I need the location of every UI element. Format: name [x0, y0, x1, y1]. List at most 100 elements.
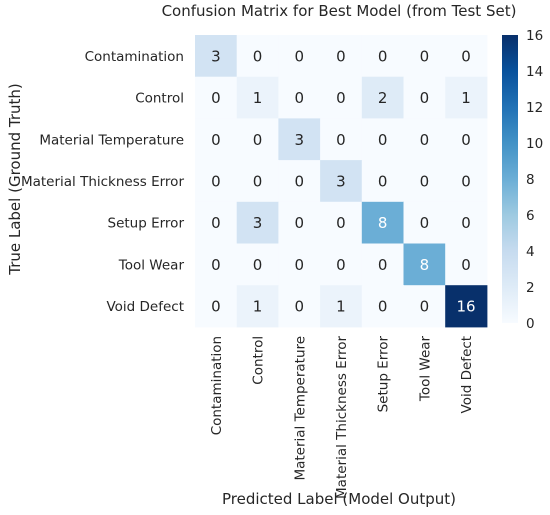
colorbar-tick-label: 0: [526, 316, 535, 332]
heatmap-cell: [403, 160, 446, 203]
heatmap-cell: [195, 285, 238, 328]
colorbar-tick-label: 4: [526, 244, 535, 260]
cell-value-label: 0: [336, 214, 346, 232]
cell-value-label: 0: [378, 131, 388, 149]
cell-value-label: 0: [420, 89, 430, 107]
colorbar-tick-label: 2: [526, 280, 535, 296]
colorbar-tick-label: 6: [526, 208, 535, 224]
heatmap-cell: [195, 118, 238, 161]
cell-value-label: 0: [461, 214, 471, 232]
heatmap-cell: [361, 160, 404, 203]
cell-value-label: 0: [211, 89, 221, 107]
heatmap-cell: [195, 35, 238, 78]
cell-value-label: 0: [336, 89, 346, 107]
cell-value-label: 0: [461, 47, 471, 65]
heatmap-cell: [361, 35, 404, 78]
cell-value-label: 0: [378, 256, 388, 274]
heatmap-cell: [445, 160, 488, 203]
colorbar-tick-label: 10: [526, 136, 543, 152]
heatmap-cell: [403, 76, 446, 119]
heatmap-cell: [361, 76, 404, 119]
heatmap-cell: [320, 118, 363, 161]
row-tick-label: Material Thickness Error: [21, 174, 185, 190]
cell-value-label: 0: [211, 256, 221, 274]
column-tick-label: Control: [251, 336, 267, 385]
heatmap-cell: [278, 201, 321, 244]
heatmap-cell: [236, 243, 279, 286]
colorbar-gradient: [502, 35, 518, 323]
heatmap-cell: [195, 76, 238, 119]
cell-value-label: 1: [253, 298, 263, 316]
cell-value-label: 1: [253, 89, 263, 107]
row-tick-label: Control: [135, 91, 184, 107]
x-axis-label: Predicted Label (Model Output): [222, 490, 456, 508]
column-tick-label: Material Thickness Error: [334, 335, 350, 499]
colorbar-tick-label: 8: [526, 172, 535, 188]
cell-value-label: 2: [378, 89, 388, 107]
column-tick-label: Tool Wear: [417, 335, 433, 402]
cell-value-label: 0: [378, 172, 388, 190]
row-tick-label: Tool Wear: [118, 257, 185, 273]
heatmap-cell: [278, 160, 321, 203]
cell-value-label: 0: [420, 47, 430, 65]
heatmap-cell: [278, 285, 321, 328]
heatmap-cell: [445, 76, 488, 119]
heatmap-cell: [320, 243, 363, 286]
heatmap-cell: [195, 201, 238, 244]
heatmap-cell: [236, 118, 279, 161]
heatmap-cell: [361, 118, 404, 161]
cell-value-label: 3: [336, 172, 346, 190]
colorbar: 0 2 4 6 8 10 12 14 16: [502, 28, 543, 332]
row-tick-label: Material Temperature: [39, 132, 184, 148]
cell-value-label: 3: [211, 47, 221, 65]
column-labels: Contamination Control Material Temperature…: [209, 335, 475, 499]
column-tick-label: Contamination: [209, 336, 225, 435]
heatmap-cell: [320, 76, 363, 119]
cell-value-label: 0: [461, 172, 471, 190]
heatmap-cell: [445, 285, 488, 328]
cell-value-label: 3: [253, 214, 263, 232]
cell-value-label: 0: [420, 172, 430, 190]
cell-value-label: 0: [211, 214, 221, 232]
row-tick-label: Contamination: [85, 49, 184, 65]
heatmap-cell: [361, 243, 404, 286]
row-tick-label: Void Defect: [106, 299, 184, 315]
heatmap-cell: [320, 35, 363, 78]
cell-value-label: 0: [378, 47, 388, 65]
cell-value-label: 0: [336, 47, 346, 65]
cell-value-label: 0: [378, 298, 388, 316]
chart-title: Confusion Matrix for Best Model (from Te…: [162, 2, 517, 20]
heatmap-cell: [236, 160, 279, 203]
cell-value-label: 0: [294, 172, 304, 190]
heatmap-cell: [236, 35, 279, 78]
heatmap-cell: [236, 285, 279, 328]
heatmap-cell: [278, 35, 321, 78]
cell-value-label: 0: [211, 131, 221, 149]
heatmap-cell: [278, 118, 321, 161]
cell-value-label: 0: [336, 131, 346, 149]
cell-value-label: 1: [461, 89, 471, 107]
heatmap-cell: [320, 201, 363, 244]
colorbar-tick-label: 12: [526, 100, 543, 116]
heatmap-cell: [403, 201, 446, 244]
cell-value-label: 0: [420, 298, 430, 316]
cell-value-label: 8: [420, 256, 430, 274]
heatmap-cell: [236, 201, 279, 244]
heatmap-cell: [403, 285, 446, 328]
cell-value-label: 16: [457, 298, 476, 316]
row-labels: Contamination Control Material Temperature…: [21, 49, 185, 315]
colorbar-tick-label: 16: [526, 28, 543, 44]
column-tick-label: Setup Error: [376, 335, 392, 412]
cell-value-label: 0: [420, 131, 430, 149]
heatmap-cell: [195, 243, 238, 286]
cell-value-label: 0: [253, 47, 263, 65]
cell-value-label: 0: [211, 172, 221, 190]
heatmap-cell: [195, 160, 238, 203]
cell-value-label: 0: [461, 256, 471, 274]
column-tick-label: Void Defect: [459, 336, 475, 414]
cell-value-label: 0: [253, 256, 263, 274]
heatmap-cell: [320, 160, 363, 203]
cell-value-label: 0: [253, 131, 263, 149]
heatmap-cell: [361, 201, 404, 244]
